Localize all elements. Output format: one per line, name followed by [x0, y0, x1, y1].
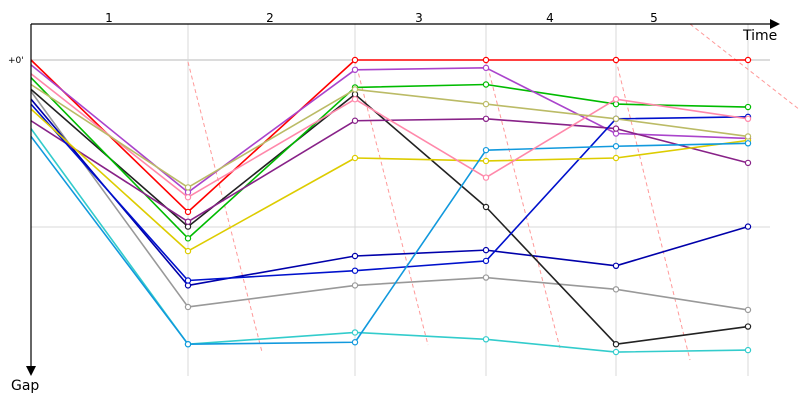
- y-tick-label: +0': [8, 56, 24, 66]
- data-point: [351, 339, 359, 346]
- lap-marker-line: [615, 59, 691, 361]
- data-point: [744, 115, 752, 123]
- data-point: [744, 306, 752, 314]
- data-point: [744, 346, 752, 354]
- x-tick-label: 5: [650, 11, 658, 25]
- data-point: [482, 246, 490, 254]
- data-point: [351, 86, 359, 93]
- data-point: [612, 95, 620, 103]
- data-point: [612, 341, 620, 348]
- data-point: [351, 95, 359, 103]
- data-point: [184, 193, 192, 201]
- series-line: [30, 88, 749, 346]
- data-point: [184, 277, 192, 284]
- data-point: [184, 303, 192, 311]
- lap-marker-line: [485, 59, 561, 349]
- data-point: [482, 157, 490, 165]
- data-point: [482, 115, 490, 123]
- lap-marker-lines: [187, 23, 800, 361]
- y-axis-label: Gap: [11, 378, 39, 394]
- data-point: [744, 323, 752, 330]
- series-lines: [30, 59, 749, 353]
- x-tick-label: 3: [415, 11, 423, 25]
- x-tick-label: 1: [105, 11, 113, 25]
- x-axis-label: Time: [742, 28, 777, 44]
- data-point: [184, 208, 192, 216]
- series-line: [30, 59, 748, 213]
- series-line: [30, 83, 749, 189]
- data-point: [482, 64, 490, 72]
- series-line: [30, 98, 749, 287]
- data-point: [184, 184, 192, 191]
- data-point: [482, 336, 490, 343]
- data-point: [482, 56, 490, 64]
- data-point: [351, 154, 359, 162]
- data-point: [744, 103, 752, 111]
- data-point: [184, 235, 192, 242]
- data-point: [482, 203, 490, 211]
- data-point: [744, 223, 752, 230]
- data-point: [744, 140, 752, 147]
- data-point: [351, 329, 359, 336]
- data-point: [744, 159, 752, 167]
- series-line: [30, 73, 749, 198]
- y-axis-arrow-icon: [26, 366, 36, 376]
- lap-marker-line: [354, 59, 429, 346]
- data-point: [351, 267, 359, 274]
- x-tick-label: 2: [266, 11, 274, 25]
- lap-marker-line: [187, 61, 263, 353]
- data-points: [184, 56, 752, 356]
- series-line: [30, 90, 749, 311]
- data-point: [612, 143, 620, 150]
- x-tick-label: 4: [546, 11, 554, 25]
- data-point: [612, 56, 620, 64]
- data-point: [482, 274, 490, 281]
- data-point: [184, 218, 192, 225]
- data-point: [184, 247, 192, 255]
- x-tick-labels: 1 2 3 4 5: [105, 11, 658, 25]
- data-point: [351, 56, 359, 64]
- data-point: [351, 282, 359, 289]
- data-point: [744, 56, 752, 64]
- data-point: [351, 252, 359, 260]
- data-point: [482, 174, 490, 181]
- data-point: [612, 286, 620, 293]
- lap-marker-line: [689, 23, 800, 111]
- grid-lines: [31, 24, 770, 376]
- series-line: [30, 64, 749, 194]
- data-point: [482, 146, 490, 154]
- data-point: [612, 125, 620, 132]
- data-point: [351, 117, 359, 124]
- series-line: [30, 118, 749, 223]
- data-point: [351, 66, 359, 74]
- data-point: [612, 262, 620, 269]
- data-point: [482, 81, 490, 88]
- data-point: [612, 154, 620, 162]
- series-line: [30, 77, 749, 240]
- data-point: [612, 348, 620, 356]
- data-point: [482, 257, 490, 265]
- series-line: [30, 108, 749, 252]
- data-point: [744, 133, 752, 140]
- series-line: [30, 103, 749, 282]
- data-point: [612, 115, 620, 123]
- x-axis-arrow-icon: [770, 19, 780, 29]
- data-point: [184, 341, 192, 348]
- series-line: [30, 135, 749, 346]
- data-point: [482, 100, 490, 108]
